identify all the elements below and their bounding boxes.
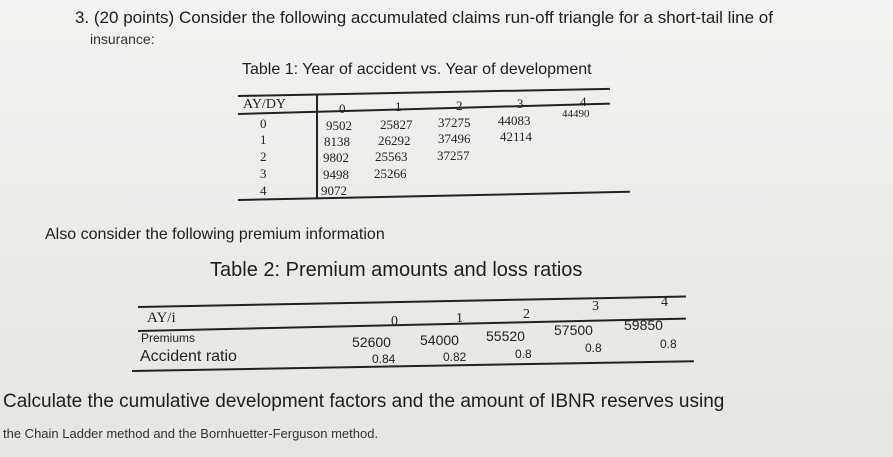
table2-year: 0 bbox=[391, 314, 398, 329]
table1-cell: 44083 bbox=[498, 113, 531, 128]
table2-year: 3 bbox=[592, 299, 599, 314]
table2-year: 4 bbox=[661, 295, 668, 310]
table1-cell: 25266 bbox=[374, 166, 407, 181]
premium-value: 54000 bbox=[420, 332, 459, 348]
table1-cell: 9802 bbox=[323, 150, 349, 165]
premium-value: 59850 bbox=[624, 317, 663, 333]
table2-header-rule bbox=[137, 317, 686, 332]
table2-top-rule bbox=[137, 295, 686, 308]
table1-ay: 0 bbox=[260, 116, 267, 131]
premium-intro-text: Also consider the following premium info… bbox=[45, 226, 385, 243]
table2-year: 2 bbox=[523, 307, 530, 322]
ratio-value: 0.8 bbox=[660, 337, 677, 351]
table1-ay: 1 bbox=[260, 132, 267, 147]
table2-year: 1 bbox=[456, 311, 463, 326]
premium-value: 55520 bbox=[486, 328, 525, 344]
premium-value: 57500 bbox=[554, 322, 593, 338]
table1-corner: AY/DY bbox=[243, 97, 287, 112]
table1-ay: 4 bbox=[260, 183, 267, 198]
accident-ratio-label: Accident ratio bbox=[140, 348, 237, 365]
table1-dev-year: 4 bbox=[580, 94, 587, 109]
table1-dev-year: 1 bbox=[395, 99, 402, 114]
ratio-value: 0.8 bbox=[515, 347, 532, 361]
table1-dev-year: 3 bbox=[517, 96, 524, 111]
table1-dev-year: 0 bbox=[339, 101, 346, 116]
premiums-label: Premiums bbox=[141, 331, 196, 345]
table1-cell: 9498 bbox=[323, 167, 349, 182]
table1-bottom-rule bbox=[237, 190, 630, 201]
table1-cell: 25563 bbox=[375, 149, 408, 164]
ratio-value: 0.8 bbox=[585, 341, 602, 355]
premium-value: 52600 bbox=[352, 334, 391, 350]
table1-cell: 44490 bbox=[562, 108, 590, 120]
table1-caption: Table 1: Year of accident vs. Year of de… bbox=[242, 61, 592, 78]
table1-cell: 26292 bbox=[378, 133, 411, 148]
table1-cell: 37496 bbox=[438, 131, 471, 146]
table2-corner: AY/i bbox=[147, 310, 176, 326]
table2-caption: Table 2: Premium amounts and loss ratios bbox=[210, 259, 583, 281]
table1-ay: 2 bbox=[260, 149, 267, 164]
question-line-1: 3. (20 points) Consider the following ac… bbox=[75, 8, 773, 27]
table1-cell: 9072 bbox=[321, 183, 347, 198]
question-line-2: insurance: bbox=[90, 31, 155, 47]
table1-cell: 8138 bbox=[324, 134, 350, 149]
table1-cell: 42114 bbox=[500, 129, 533, 144]
instruction-line-1: Calculate the cumulative development fac… bbox=[3, 391, 725, 412]
table1-cell: 37275 bbox=[438, 115, 471, 130]
table1-ay: 3 bbox=[260, 166, 267, 181]
table1-cell: 9502 bbox=[326, 118, 352, 133]
instruction-line-2: the Chain Ladder method and the Bornhuet… bbox=[3, 426, 379, 441]
table1-dev-year: 2 bbox=[456, 98, 463, 113]
table1-cell: 25827 bbox=[380, 117, 413, 132]
table1-header-rule bbox=[237, 102, 610, 115]
ratio-value: 0.82 bbox=[443, 350, 467, 364]
ratio-value: 0.84 bbox=[372, 352, 396, 366]
table1-column-divider bbox=[316, 95, 318, 199]
table1-top-rule bbox=[237, 87, 610, 97]
table1-cell: 37257 bbox=[437, 148, 470, 163]
